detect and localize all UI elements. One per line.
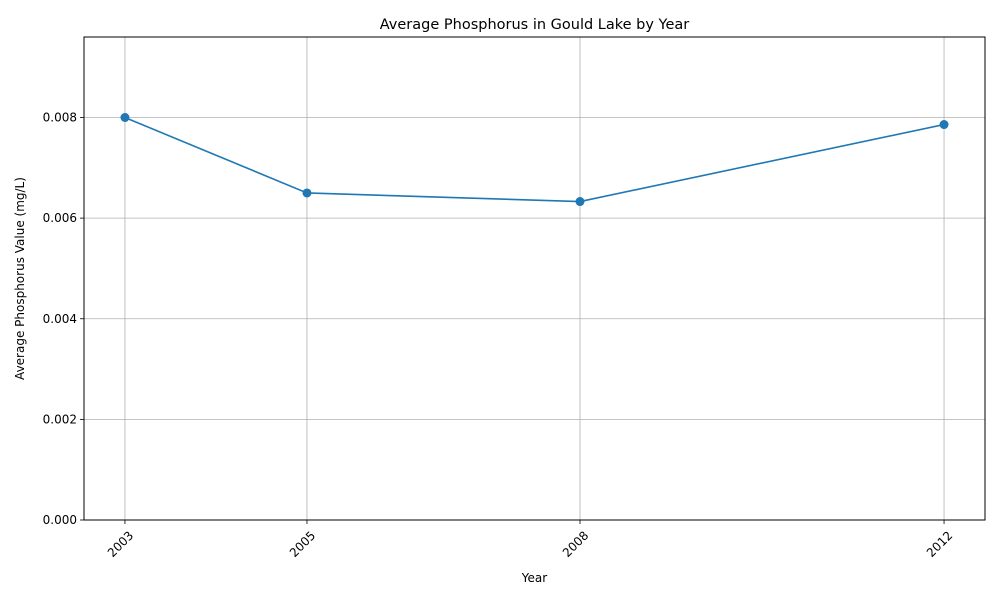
- y-tick-label: 0.000: [43, 513, 77, 527]
- series-line-path: [124, 116, 945, 203]
- y-tick-label: 0.004: [43, 312, 77, 326]
- data-point: [120, 113, 130, 122]
- chart-title: Average Phosphorus in Gould Lake by Year: [380, 17, 690, 33]
- series-markers: [120, 113, 949, 207]
- y-tick-label: 0.006: [43, 211, 77, 225]
- data-point: [302, 188, 312, 198]
- series-line: [124, 116, 945, 203]
- y-tick-label: 0.008: [43, 111, 77, 125]
- y-axis-ticks: 0.000 0.002 0.004 0.006 0.008: [43, 111, 84, 527]
- y-axis-label: Average Phosphorus Value (mg/L): [13, 177, 27, 380]
- x-axis-label: Year: [521, 571, 547, 585]
- data-point: [939, 120, 949, 130]
- plot-frame: [83, 36, 986, 521]
- y-tick-label: 0.002: [43, 412, 77, 426]
- data-point: [575, 197, 585, 207]
